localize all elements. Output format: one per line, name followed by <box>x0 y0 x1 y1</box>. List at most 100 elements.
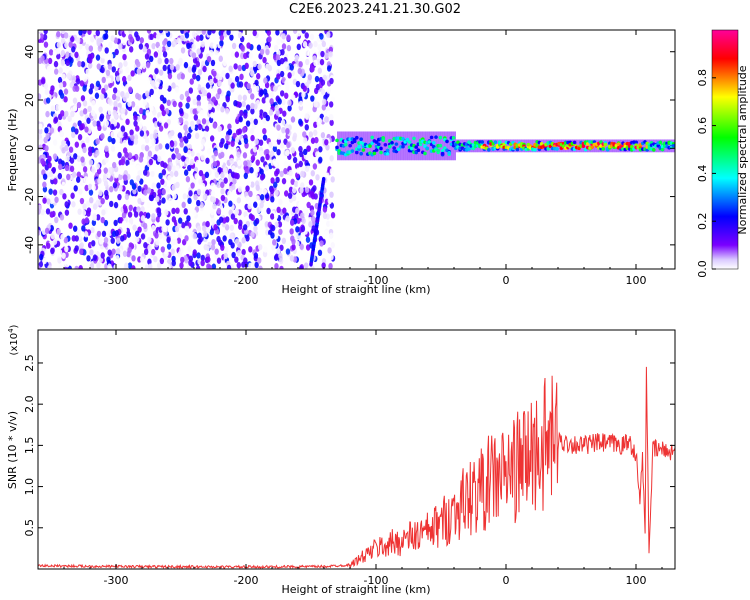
spectrogram-cell <box>299 186 304 194</box>
spectrogram-cell <box>271 244 276 251</box>
spectrogram-cell <box>381 131 384 161</box>
spectrogram-cell <box>164 30 169 34</box>
spectrogram-cell <box>292 135 297 142</box>
spectrogram-cell <box>42 181 47 188</box>
snr-multiplier: (x104) <box>7 324 20 355</box>
spectrogram-cell <box>116 90 121 97</box>
spectrogram-cell <box>54 196 59 203</box>
spectrogram-cell <box>79 242 84 249</box>
spectrogram-cell <box>262 56 267 64</box>
spectrogram-cell <box>130 134 135 141</box>
spectrogram-cell <box>217 166 222 174</box>
spectrogram-cell <box>335 145 339 150</box>
spectrogram-cell <box>329 155 334 162</box>
spectrogram-cell <box>302 41 308 48</box>
spectrogram-cell <box>298 265 304 269</box>
spectrogram-cell <box>407 140 412 144</box>
spectrogram-cell <box>207 241 212 249</box>
spectrogram-cell <box>223 177 228 184</box>
spectrogram-cell <box>304 49 310 56</box>
spectrogram-cell <box>294 232 299 240</box>
spectrogram-cell <box>506 139 509 153</box>
spectrogram-cell <box>165 143 170 150</box>
spectrogram-cell <box>169 140 175 148</box>
spectrogram-cell <box>296 167 301 174</box>
spectrogram-cell <box>135 235 140 243</box>
spectrogram-cell <box>115 137 121 144</box>
snr-ytick-label: 1.5 <box>23 437 36 455</box>
spectrogram-cell <box>259 194 265 201</box>
spectrogram-cell <box>110 154 115 161</box>
spectrogram-cell <box>112 161 117 169</box>
spectrogram-cell <box>196 48 201 55</box>
spectrogram-cell <box>199 34 204 41</box>
spectrogram-cell <box>152 109 157 116</box>
spectrogram-cell <box>92 203 98 210</box>
spectrogram-cell <box>304 210 310 217</box>
spectrogram-cell <box>268 109 274 116</box>
colorbar-tick-label: 0.4 <box>696 165 709 183</box>
spectrogram-cell <box>207 103 213 111</box>
spectrogram-cell <box>176 73 182 80</box>
spectrogram-cell <box>322 98 327 106</box>
spectrogram-cell <box>258 223 264 230</box>
spectrogram-cell <box>274 104 279 112</box>
spectrogram-cell <box>257 63 262 70</box>
spectrogram-cell <box>246 82 251 90</box>
spectrogram-cell <box>405 137 410 142</box>
spectrogram-cell <box>226 90 231 97</box>
spectrogram-cell <box>200 138 206 146</box>
spectrogram-cell <box>89 249 94 256</box>
spectrogram-cell <box>262 127 267 135</box>
spectrogram-cell <box>495 145 500 149</box>
spectrogram-cell <box>112 182 118 189</box>
spectrogram-cell <box>188 190 193 197</box>
spectrogram-cell <box>328 262 333 269</box>
spectrogram-cell <box>205 220 210 228</box>
spectrogram-cell <box>152 96 158 104</box>
spectrogram-cell <box>220 188 225 195</box>
spectrogram-cell <box>57 121 62 128</box>
spectrogram-ytick-label: -20 <box>23 188 36 206</box>
spectrogram-cell <box>265 114 271 122</box>
spectrogram-cell <box>107 98 112 105</box>
spectrogram-cell <box>215 92 220 100</box>
spectrogram-cell <box>291 244 296 251</box>
spectrogram-cell <box>136 68 141 75</box>
spectrogram-cell <box>311 215 316 223</box>
spectrogram-cell <box>217 125 222 133</box>
spectrogram-cell <box>243 160 248 167</box>
spectrogram-cell <box>145 212 151 219</box>
spectrogram-cell <box>62 193 67 200</box>
spectrogram-cell <box>38 229 41 236</box>
spectrogram-cell <box>82 30 87 35</box>
spectrogram-cell <box>279 142 285 149</box>
spectrogram-cell <box>64 164 70 172</box>
spectrogram-cell <box>335 138 339 143</box>
spectrogram-cell <box>146 95 152 103</box>
spectrogram-cell <box>354 131 357 161</box>
spectrogram-cell <box>248 262 253 269</box>
spectrogram-cell <box>180 221 186 229</box>
spectrogram-cell <box>189 120 195 128</box>
spectrogram-cell <box>107 263 112 269</box>
spectrogram-cell <box>203 230 208 238</box>
spectrogram-cell <box>50 85 55 92</box>
spectrogram-cell <box>118 184 123 192</box>
spectrogram-cell <box>185 176 191 183</box>
spectrogram-cell <box>43 30 48 35</box>
spectrogram-cell <box>53 60 59 68</box>
spectrogram-cell <box>224 143 229 150</box>
spectrogram-cell <box>96 230 102 238</box>
spectrogram-cell <box>53 116 59 123</box>
spectrogram-cell <box>269 98 274 105</box>
spectrogram-cell <box>115 237 121 244</box>
figure-title: C2E6.2023.241.21.30.G02 <box>288 2 462 17</box>
spectrogram-cell <box>154 145 160 152</box>
spectrogram-cell <box>305 244 311 251</box>
spectrogram-cell <box>148 263 153 269</box>
spectrogram-cell <box>293 63 298 70</box>
spectrogram-cell <box>146 187 152 194</box>
spectrogram-cell <box>52 238 58 245</box>
